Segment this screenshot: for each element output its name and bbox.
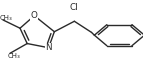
Text: O: O	[31, 11, 38, 20]
Text: Cl: Cl	[69, 3, 78, 12]
Text: CH₃: CH₃	[7, 53, 20, 59]
Text: CH₃: CH₃	[0, 15, 13, 21]
Text: N: N	[45, 43, 52, 52]
